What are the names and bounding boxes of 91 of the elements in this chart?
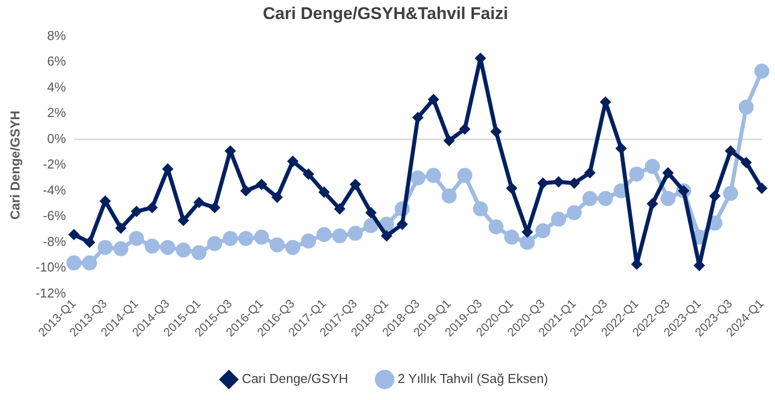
point	[535, 223, 550, 238]
point	[459, 124, 470, 135]
point	[332, 228, 348, 244]
point	[160, 240, 176, 255]
y-tick-label: 2%	[47, 105, 66, 120]
point	[738, 100, 754, 115]
point	[207, 236, 222, 252]
point	[300, 234, 316, 249]
point	[302, 168, 314, 180]
point	[412, 112, 424, 123]
point	[410, 170, 426, 186]
point	[396, 218, 408, 230]
y-tick-label: -10%	[36, 260, 66, 275]
point	[537, 178, 548, 189]
point	[490, 126, 502, 138]
point	[82, 255, 98, 270]
point	[192, 245, 207, 260]
point	[444, 135, 455, 146]
point	[176, 242, 191, 258]
point	[566, 205, 582, 220]
point	[629, 166, 644, 182]
point	[442, 188, 457, 204]
point	[334, 203, 346, 214]
point	[348, 226, 363, 241]
point	[238, 230, 254, 246]
point	[254, 230, 270, 245]
point	[428, 94, 440, 105]
point	[209, 202, 220, 214]
point	[457, 168, 472, 183]
point	[725, 145, 736, 156]
point	[222, 230, 238, 246]
point	[506, 182, 518, 194]
point	[520, 234, 535, 250]
point	[646, 198, 658, 210]
y-tick-label: -8%	[42, 234, 66, 249]
point	[130, 206, 142, 217]
legend-label: Cari Denge/GSYH	[242, 371, 348, 386]
chart-title: Cari Denge/GSYH&Tahvil Faizi	[262, 4, 508, 23]
point	[287, 156, 298, 167]
point	[551, 212, 566, 227]
y-tick-label: 8%	[47, 28, 66, 43]
point	[113, 241, 128, 256]
y-tick-label: -6%	[42, 208, 66, 224]
point	[100, 196, 111, 207]
point	[568, 178, 580, 189]
point	[584, 167, 596, 178]
point	[98, 240, 113, 255]
point	[426, 168, 442, 183]
point	[504, 230, 520, 245]
y-axis-title: Cari Denge/GSYH	[7, 110, 22, 220]
point	[128, 230, 144, 246]
y-tick-label: -12%	[36, 285, 66, 300]
y-tick-label: 4%	[47, 79, 66, 94]
point	[178, 214, 189, 226]
point	[365, 207, 376, 218]
point	[488, 219, 504, 234]
point	[115, 222, 126, 234]
point	[270, 237, 285, 252]
point	[616, 142, 627, 154]
point	[68, 229, 80, 240]
point	[84, 236, 96, 248]
point	[660, 191, 676, 206]
point	[66, 255, 82, 270]
y-tick-label: -2%	[42, 156, 66, 172]
point	[582, 191, 598, 206]
point	[381, 230, 392, 242]
point	[350, 178, 361, 190]
point	[240, 185, 252, 196]
point	[363, 218, 378, 234]
point	[472, 201, 488, 216]
point	[318, 186, 330, 198]
point	[644, 158, 660, 174]
point	[553, 176, 564, 188]
point	[723, 186, 738, 201]
y-tick-label: 0%	[47, 130, 66, 146]
point	[144, 238, 160, 254]
point	[756, 182, 768, 194]
y-tick-label: 6%	[47, 54, 66, 69]
point	[256, 178, 268, 190]
y-tick-label: -4%	[42, 182, 66, 198]
point	[662, 167, 674, 178]
point	[709, 190, 720, 202]
point	[598, 191, 613, 206]
point	[316, 227, 332, 242]
point	[754, 64, 770, 79]
point	[285, 240, 300, 255]
point	[740, 157, 752, 168]
point	[272, 192, 283, 203]
point	[146, 202, 158, 214]
point	[194, 196, 205, 208]
legend-label: 2 Yıllık Tahvil (Sağ Eksen)	[398, 371, 548, 386]
